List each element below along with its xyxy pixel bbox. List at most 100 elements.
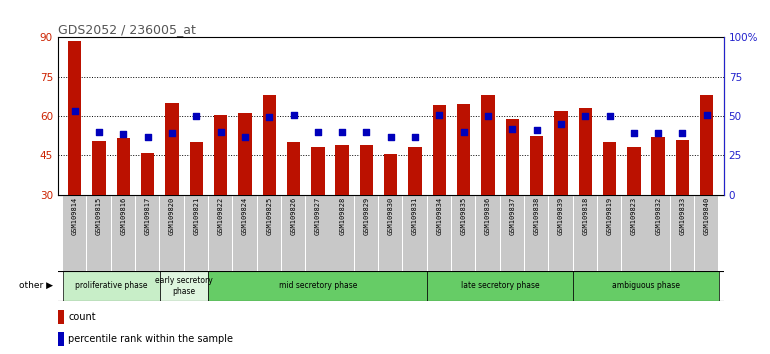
Point xyxy=(652,130,665,136)
Bar xyxy=(647,195,670,271)
Text: GSM109825: GSM109825 xyxy=(266,197,273,235)
Text: count: count xyxy=(69,312,96,322)
Bar xyxy=(477,195,500,271)
Bar xyxy=(58,332,64,346)
Text: GSM109840: GSM109840 xyxy=(704,197,710,235)
Bar xyxy=(257,195,281,271)
Bar xyxy=(306,195,330,271)
Text: other ▶: other ▶ xyxy=(19,281,53,290)
Text: GDS2052 / 236005_at: GDS2052 / 236005_at xyxy=(58,23,196,36)
Bar xyxy=(160,271,209,301)
Bar xyxy=(549,195,573,271)
Point xyxy=(385,134,397,140)
Text: GSM109835: GSM109835 xyxy=(460,197,467,235)
Bar xyxy=(628,147,641,195)
Bar xyxy=(554,111,567,195)
Bar xyxy=(63,195,86,271)
Bar xyxy=(506,119,519,195)
Text: GSM109836: GSM109836 xyxy=(485,197,491,235)
Text: GSM109823: GSM109823 xyxy=(631,197,637,235)
Bar xyxy=(58,310,64,324)
Text: GSM109820: GSM109820 xyxy=(169,197,175,235)
Text: early secretory
phase: early secretory phase xyxy=(156,276,213,296)
Bar xyxy=(676,139,689,195)
Bar xyxy=(92,141,105,195)
Point xyxy=(312,129,324,135)
Point xyxy=(215,129,227,135)
Bar xyxy=(214,115,227,195)
Point xyxy=(701,112,713,118)
Bar xyxy=(287,142,300,195)
Bar xyxy=(525,195,548,271)
Text: GSM109821: GSM109821 xyxy=(193,197,199,235)
Bar xyxy=(62,271,160,301)
Text: late secretory phase: late secretory phase xyxy=(461,281,540,290)
Bar xyxy=(573,271,719,301)
Bar xyxy=(209,195,233,271)
Bar xyxy=(622,195,645,271)
Bar xyxy=(700,95,714,195)
Text: GSM109817: GSM109817 xyxy=(145,197,151,235)
Bar xyxy=(263,95,276,195)
Bar xyxy=(574,195,597,271)
Bar xyxy=(578,108,592,195)
Bar xyxy=(166,103,179,195)
Bar xyxy=(530,136,544,195)
Bar xyxy=(68,41,82,195)
Point xyxy=(554,121,567,127)
Point xyxy=(190,113,203,119)
Text: GSM109826: GSM109826 xyxy=(290,197,296,235)
Bar xyxy=(481,95,494,195)
Text: GSM109828: GSM109828 xyxy=(339,197,345,235)
Bar xyxy=(433,105,446,195)
Bar xyxy=(238,113,252,195)
Point xyxy=(117,131,129,137)
Bar xyxy=(336,145,349,195)
Bar xyxy=(408,147,422,195)
Bar xyxy=(427,195,451,271)
Point xyxy=(482,113,494,119)
Bar xyxy=(695,195,718,271)
Bar xyxy=(117,138,130,195)
Text: GSM109833: GSM109833 xyxy=(679,197,685,235)
Point xyxy=(531,127,543,133)
Bar xyxy=(598,195,621,271)
Point xyxy=(506,126,518,132)
Point xyxy=(579,113,591,119)
Point xyxy=(434,112,446,118)
Bar xyxy=(233,195,256,271)
Bar xyxy=(651,137,665,195)
Bar xyxy=(360,145,373,195)
Text: proliferative phase: proliferative phase xyxy=(75,281,148,290)
Bar xyxy=(379,195,403,271)
Bar xyxy=(452,195,475,271)
Point xyxy=(604,113,616,119)
Point xyxy=(628,130,640,136)
Bar xyxy=(160,195,184,271)
Text: percentile rank within the sample: percentile rank within the sample xyxy=(69,334,233,344)
Bar xyxy=(141,153,154,195)
Point xyxy=(166,130,178,136)
Text: GSM109831: GSM109831 xyxy=(412,197,418,235)
Bar xyxy=(330,195,354,271)
Text: mid secretory phase: mid secretory phase xyxy=(279,281,357,290)
Text: GSM109837: GSM109837 xyxy=(509,197,515,235)
Text: GSM109818: GSM109818 xyxy=(582,197,588,235)
Bar xyxy=(403,195,427,271)
Bar xyxy=(603,142,616,195)
Text: GSM109814: GSM109814 xyxy=(72,197,78,235)
Point xyxy=(142,134,154,140)
Text: GSM109824: GSM109824 xyxy=(242,197,248,235)
Point xyxy=(360,129,373,135)
Bar xyxy=(384,154,397,195)
Bar xyxy=(189,142,203,195)
Bar xyxy=(136,195,159,271)
Text: GSM109832: GSM109832 xyxy=(655,197,661,235)
Point xyxy=(676,130,688,136)
Text: GSM109829: GSM109829 xyxy=(363,197,370,235)
Text: GSM109816: GSM109816 xyxy=(120,197,126,235)
Text: GSM109827: GSM109827 xyxy=(315,197,321,235)
Text: GSM109822: GSM109822 xyxy=(218,197,223,235)
Point xyxy=(263,114,276,120)
Point xyxy=(457,129,470,135)
